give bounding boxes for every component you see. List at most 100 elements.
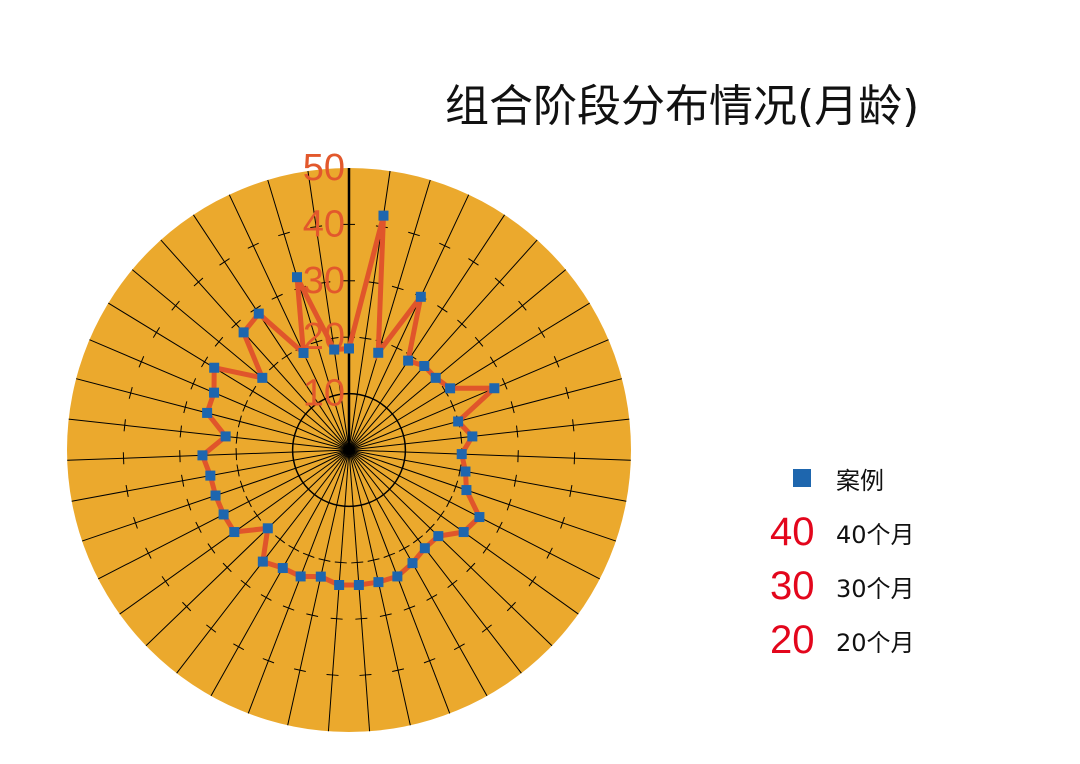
ring-tick xyxy=(572,419,575,432)
data-point xyxy=(257,372,268,383)
ring-tick xyxy=(450,400,456,412)
data-point xyxy=(460,466,471,477)
ring-tick xyxy=(506,498,512,511)
ring-tick xyxy=(326,674,339,676)
spoke-line xyxy=(348,418,630,451)
legend: 案例 40 40个月 30 30个月 20 20个月 xyxy=(770,451,1060,667)
spoke-line xyxy=(348,449,411,726)
ring-tick xyxy=(565,387,570,399)
data-point xyxy=(220,431,231,442)
data-point xyxy=(373,577,384,588)
spoke-line xyxy=(68,418,350,451)
ring-tick xyxy=(214,336,224,347)
ring-tick xyxy=(161,576,170,587)
ring-tick xyxy=(501,378,508,390)
ring-tick xyxy=(391,285,404,291)
ring-tick xyxy=(293,668,306,672)
data-point xyxy=(353,579,364,590)
ring-tick xyxy=(182,601,192,612)
spoke-line xyxy=(67,449,350,461)
ring-tick xyxy=(236,464,240,477)
ring-tick xyxy=(222,562,232,573)
spoke-line xyxy=(348,378,622,451)
ring-tick xyxy=(138,356,145,368)
ring-tick xyxy=(513,474,517,487)
ring-tick xyxy=(275,535,286,544)
legend-number-20: 20 xyxy=(770,618,815,662)
ring-tick xyxy=(426,594,438,601)
spoke-line xyxy=(348,449,631,461)
data-point xyxy=(209,362,220,373)
square-marker-icon xyxy=(793,469,811,487)
legend-item-40: 40 40个月 xyxy=(770,505,1060,559)
ring-tick xyxy=(403,605,416,611)
ring-tick xyxy=(235,431,239,444)
data-point xyxy=(238,327,249,338)
ring-tick xyxy=(195,521,202,533)
ring-tick xyxy=(240,579,251,588)
ring-tick xyxy=(249,385,257,397)
ring-tick xyxy=(359,337,372,340)
ring-tick xyxy=(466,562,476,573)
ring-tick xyxy=(506,601,516,612)
spoke-line xyxy=(348,302,590,451)
data-point xyxy=(403,355,414,366)
ring-tick xyxy=(453,480,459,493)
spoke-line xyxy=(89,339,350,451)
ring-tick xyxy=(260,594,272,601)
data-point xyxy=(205,470,216,481)
legend-label-series: 案例 xyxy=(836,466,884,495)
spoke-line xyxy=(247,449,350,714)
ring-tick xyxy=(398,544,410,552)
ring-tick xyxy=(334,561,347,564)
spoke-line xyxy=(348,449,371,732)
spoke-line xyxy=(348,449,522,674)
spoke-line xyxy=(348,449,451,714)
ring-tick xyxy=(206,624,217,633)
ring-tick xyxy=(383,552,396,558)
ring-tick xyxy=(152,327,160,338)
spoke-line xyxy=(307,170,350,451)
ring-tick xyxy=(233,643,245,651)
ring-tick xyxy=(518,300,527,311)
data-point xyxy=(458,527,469,538)
spoke-line xyxy=(348,449,488,697)
data-point xyxy=(419,543,430,554)
spoke-line xyxy=(287,449,350,726)
ring-tick xyxy=(128,387,133,399)
data-point xyxy=(257,556,268,567)
spoke-line xyxy=(348,339,609,451)
ring-tick xyxy=(318,281,331,284)
ring-tick xyxy=(569,484,573,497)
ring-tick xyxy=(439,242,451,249)
legend-label-40: 40个月 xyxy=(836,520,915,549)
ring-tick xyxy=(181,474,185,487)
data-point xyxy=(392,571,403,582)
ring-tick xyxy=(193,277,204,287)
ring-tick xyxy=(391,344,403,351)
ring-tick xyxy=(412,535,423,544)
ring-tick xyxy=(219,258,230,266)
ring-tick xyxy=(408,231,420,237)
ring-tick xyxy=(239,480,245,493)
data-point xyxy=(430,372,441,383)
spoke-line xyxy=(348,179,431,451)
legend-label-30: 30个月 xyxy=(836,574,915,603)
ring-tick xyxy=(457,319,467,329)
spoke-line xyxy=(348,269,567,451)
ring-tick xyxy=(355,617,368,620)
ring-tick xyxy=(123,419,126,432)
ring-tick xyxy=(482,543,491,554)
spoke-line xyxy=(348,214,506,451)
data-point xyxy=(378,210,389,221)
spoke-line xyxy=(327,449,350,732)
ring-tick xyxy=(481,624,492,633)
ring-tick xyxy=(171,300,180,311)
ring-tick xyxy=(468,258,479,266)
data-point xyxy=(407,558,418,569)
ring-tick xyxy=(489,356,497,368)
ring-tick xyxy=(367,281,380,284)
spoke-line xyxy=(131,269,350,451)
ring-tick xyxy=(310,225,323,229)
data-point xyxy=(445,383,456,394)
